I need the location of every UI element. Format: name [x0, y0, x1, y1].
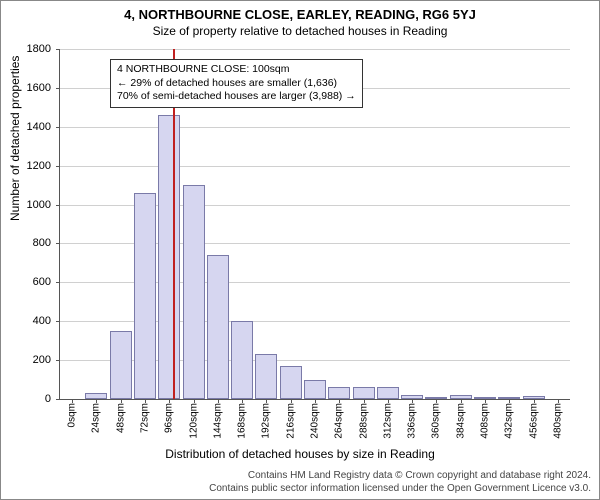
xtick-label: 336sqm — [407, 403, 418, 439]
annotation-line: ← 29% of detached houses are smaller (1,… — [117, 77, 356, 91]
x-axis-label: Distribution of detached houses by size … — [1, 447, 599, 461]
gridline — [60, 166, 570, 167]
xtick-label: 192sqm — [261, 403, 272, 439]
xtick-label: 0sqm — [67, 403, 78, 427]
ytick-label: 400 — [1, 315, 51, 327]
xtick-label: 432sqm — [504, 403, 515, 439]
xtick-label: 168sqm — [237, 403, 248, 439]
ytick-label: 1200 — [1, 160, 51, 172]
ytick-mark — [56, 243, 60, 244]
histogram-bar — [158, 115, 180, 399]
ytick-label: 1000 — [1, 199, 51, 211]
footer-attribution: Contains HM Land Registry data © Crown c… — [209, 470, 591, 495]
gridline — [60, 49, 570, 50]
plot-box: 0sqm24sqm48sqm72sqm96sqm120sqm144sqm168s… — [59, 49, 570, 400]
histogram-bar — [231, 321, 253, 399]
xtick-label: 312sqm — [382, 403, 393, 439]
annotation-line: 4 NORTHBOURNE CLOSE: 100sqm — [117, 63, 356, 77]
ytick-mark — [56, 282, 60, 283]
ytick-label: 1600 — [1, 82, 51, 94]
xtick-label: 216sqm — [285, 403, 296, 439]
histogram-bar — [207, 255, 229, 399]
ytick-label: 1800 — [1, 43, 51, 55]
histogram-bar — [134, 193, 156, 399]
xtick-label: 408sqm — [480, 403, 491, 439]
histogram-bar — [110, 331, 132, 399]
histogram-bar — [328, 387, 350, 399]
xtick-label: 264sqm — [334, 403, 345, 439]
footer-line1: Contains HM Land Registry data © Crown c… — [209, 470, 591, 483]
ytick-mark — [56, 88, 60, 89]
xtick-label: 456sqm — [528, 403, 539, 439]
xtick-label: 48sqm — [115, 403, 126, 433]
annotation-line: 70% of semi-detached houses are larger (… — [117, 90, 356, 104]
ytick-mark — [56, 399, 60, 400]
chart-title-sub: Size of property relative to detached ho… — [1, 24, 599, 38]
plot-area: 0sqm24sqm48sqm72sqm96sqm120sqm144sqm168s… — [59, 49, 569, 399]
xtick-label: 288sqm — [358, 403, 369, 439]
xtick-label: 120sqm — [188, 403, 199, 439]
xtick-label: 24sqm — [91, 403, 102, 433]
chart-container: 4, NORTHBOURNE CLOSE, EARLEY, READING, R… — [0, 0, 600, 500]
chart-title-main: 4, NORTHBOURNE CLOSE, EARLEY, READING, R… — [1, 7, 599, 22]
ytick-label: 800 — [1, 237, 51, 249]
xtick-label: 384sqm — [455, 403, 466, 439]
ytick-label: 200 — [1, 354, 51, 366]
gridline — [60, 127, 570, 128]
histogram-bar — [304, 380, 326, 399]
ytick-mark — [56, 49, 60, 50]
ytick-label: 1400 — [1, 121, 51, 133]
xtick-label: 360sqm — [431, 403, 442, 439]
y-axis-label: Number of detached properties — [8, 56, 22, 221]
histogram-bar — [183, 185, 205, 399]
histogram-bar — [255, 354, 277, 399]
histogram-bar — [280, 366, 302, 399]
histogram-bar — [377, 387, 399, 399]
ytick-mark — [56, 127, 60, 128]
annotation-box: 4 NORTHBOURNE CLOSE: 100sqm← 29% of deta… — [110, 59, 363, 108]
xtick-label: 96sqm — [164, 403, 175, 433]
ytick-mark — [56, 321, 60, 322]
ytick-mark — [56, 205, 60, 206]
xtick-label: 144sqm — [212, 403, 223, 439]
ytick-label: 600 — [1, 276, 51, 288]
ytick-label: 0 — [1, 393, 51, 405]
footer-line2: Contains public sector information licen… — [209, 483, 591, 496]
ytick-mark — [56, 360, 60, 361]
xtick-label: 240sqm — [310, 403, 321, 439]
xtick-label: 480sqm — [552, 403, 563, 439]
xtick-label: 72sqm — [140, 403, 151, 433]
ytick-mark — [56, 166, 60, 167]
histogram-bar — [353, 387, 375, 399]
